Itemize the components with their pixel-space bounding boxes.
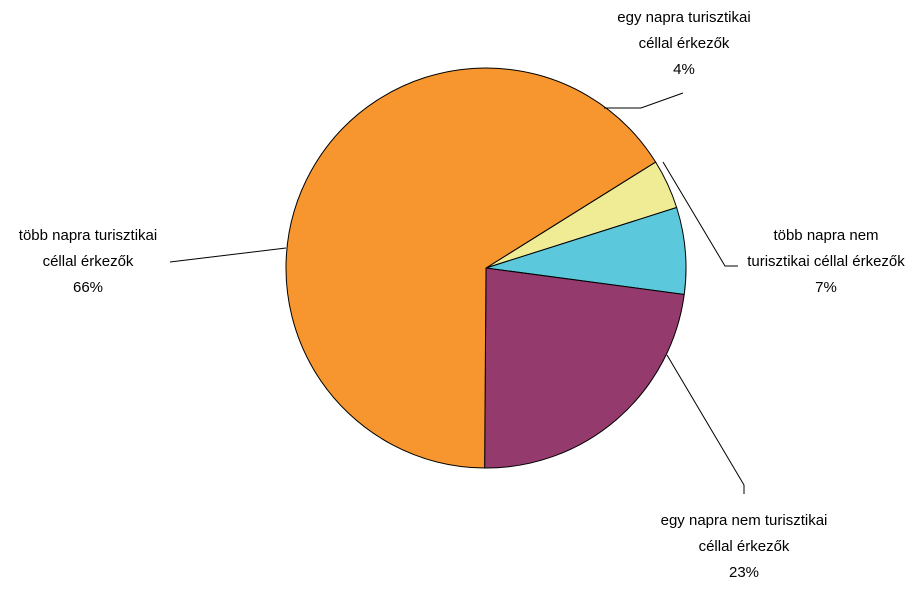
leader-line bbox=[662, 161, 738, 267]
slice-percent-label: 23% bbox=[729, 564, 759, 581]
slice-percent-label: 4% bbox=[673, 61, 695, 78]
slice-percent-label: 7% bbox=[815, 279, 837, 296]
slice-name-label: céllal érkezők bbox=[639, 35, 730, 52]
slice-name-label: több napra nem bbox=[773, 227, 878, 244]
slice-name-label: egy napra turisztikai bbox=[617, 9, 750, 26]
slice-name-label: egy napra nem turisztikai bbox=[661, 512, 828, 529]
leader-line bbox=[604, 92, 684, 109]
slice-name-label: turisztikai céllal érkezők bbox=[747, 253, 905, 270]
slice-tobb-napra-turisztikai bbox=[285, 67, 657, 469]
slice-egy-napra-nem-turisztikai bbox=[484, 267, 685, 469]
slice-label: több napra turisztikai céllal érkezők 66% bbox=[19, 227, 157, 296]
slice-label: több napra nem turisztikai céllal érkezők… bbox=[747, 227, 905, 296]
slice-label: egy napra nem turisztikai céllal érkezők 2… bbox=[661, 512, 828, 581]
leader-line bbox=[666, 354, 745, 494]
leader-lines bbox=[169, 92, 745, 494]
slice-name-label: céllal érkezők bbox=[699, 538, 790, 555]
slice-labels: egy napra turisztikai céllal érkezők 4% töb… bbox=[19, 9, 905, 581]
pie-slices bbox=[285, 67, 687, 469]
slice-name-label: céllal érkezők bbox=[43, 253, 134, 270]
slice-name-label: több napra turisztikai bbox=[19, 227, 157, 244]
leader-line bbox=[169, 247, 287, 263]
slice-label: egy napra turisztikai céllal érkezők 4% bbox=[617, 9, 750, 78]
slice-percent-label: 66% bbox=[73, 279, 103, 296]
